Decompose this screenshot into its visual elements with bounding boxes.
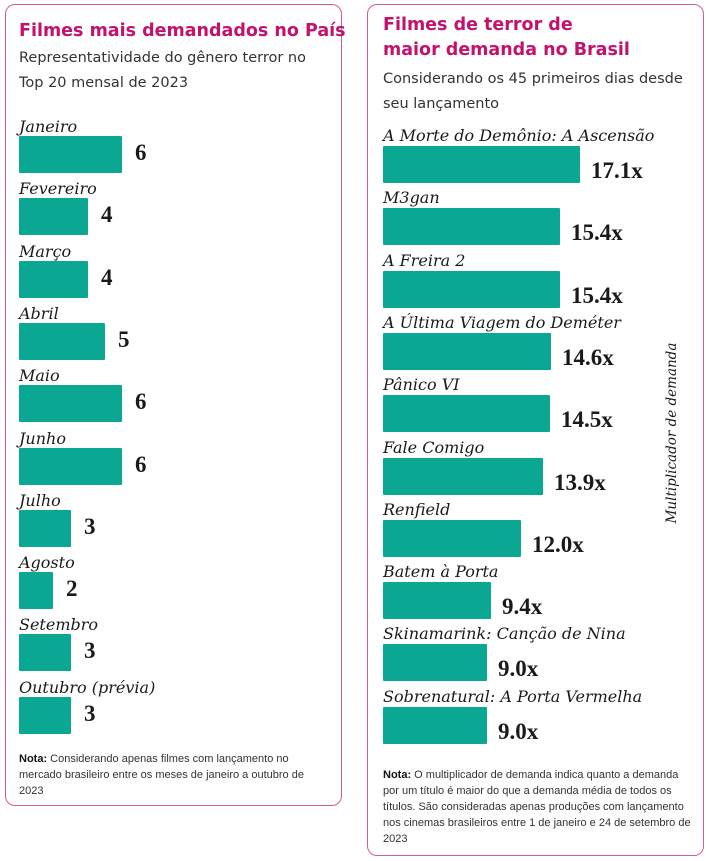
bar (19, 198, 88, 236)
value-label: 12.0x (532, 531, 584, 557)
bar (383, 519, 521, 557)
axis-label: Multiplicador de demanda (664, 342, 680, 524)
category-label: Agosto (19, 553, 75, 573)
bar (383, 395, 550, 433)
value-label: 9.0x (498, 656, 539, 682)
bar (383, 644, 487, 682)
category-label: Pânico VI (383, 375, 460, 395)
note-label: Nota: (19, 753, 48, 765)
bar (383, 146, 580, 183)
value-label: 4 (101, 202, 113, 228)
category-label: Outubro (prévia) (19, 677, 156, 697)
category-label: Fevereiro (19, 179, 97, 199)
bar (19, 447, 122, 485)
value-label: 9.4x (502, 594, 543, 620)
note-label: Nota: (383, 769, 412, 781)
category-label: Fale Comigo (383, 437, 485, 457)
note-text: O multiplicador de demanda indica quanto… (383, 769, 691, 845)
note-monthly: Nota: Considerando apenas filmes com lan… (19, 751, 331, 799)
category-label: Março (19, 241, 72, 261)
bar (19, 260, 88, 298)
value-label: 6 (135, 451, 147, 477)
value-label: 6 (135, 140, 147, 165)
value-label: 6 (135, 389, 147, 415)
chart-subtitle-monthly: Representatividade do gênero terror no T… (19, 50, 306, 91)
category-label: Sobrenatural: A Porta Vermelha (383, 686, 643, 706)
value-label: 3 (84, 638, 96, 664)
value-label: 15.4x (571, 220, 623, 246)
category-label: Janeiro (19, 117, 78, 136)
note-top-films: Nota: O multiplicador de demanda indica … (383, 767, 695, 847)
category-label: Junho (19, 428, 66, 448)
bar (383, 706, 487, 744)
value-label: 3 (84, 700, 96, 726)
chart-title-top-films: Filmes de terror de maior demanda no Bra… (383, 15, 630, 60)
value-label: 4 (101, 264, 113, 290)
bar (383, 332, 551, 370)
category-label: Maio (19, 366, 60, 386)
bar (19, 385, 122, 423)
category-label: Abril (19, 303, 59, 323)
bar (383, 270, 560, 308)
category-label: Renfield (383, 499, 451, 519)
bar (19, 322, 105, 360)
value-label: 5 (118, 326, 130, 352)
value-label: 14.5x (561, 407, 613, 433)
value-label: 13.9x (554, 469, 606, 495)
bar (19, 572, 53, 610)
category-label: Skinamarink: Canção de Nina (383, 624, 626, 644)
bar (19, 696, 71, 734)
note-text: Considerando apenas filmes com lançament… (19, 753, 304, 797)
category-label: M3gan (383, 188, 440, 208)
bar (383, 208, 560, 246)
bar (19, 136, 122, 173)
category-label: Setembro (19, 615, 99, 635)
value-label: 3 (84, 513, 96, 539)
value-label: 14.6x (562, 344, 614, 370)
category-label: A Morte do Demônio: A Ascensão (383, 126, 655, 145)
category-label: A Freira 2 (383, 250, 466, 270)
category-label: Batem à Porta (383, 562, 499, 582)
bar (383, 582, 491, 620)
bar (19, 634, 71, 672)
bar (383, 457, 543, 495)
value-label: 17.1x (591, 158, 643, 183)
value-label: 9.0x (498, 718, 539, 744)
category-label: Julho (19, 490, 61, 510)
chart-subtitle-top-films: Considerando os 45 primeiros dias desde … (383, 71, 683, 112)
chart-title-monthly: Filmes mais demandados no País (19, 21, 346, 41)
value-label: 2 (66, 576, 78, 602)
value-label: 15.4x (571, 282, 623, 308)
bar (19, 509, 71, 547)
category-label: A Última Viagem do Deméter (383, 312, 621, 332)
